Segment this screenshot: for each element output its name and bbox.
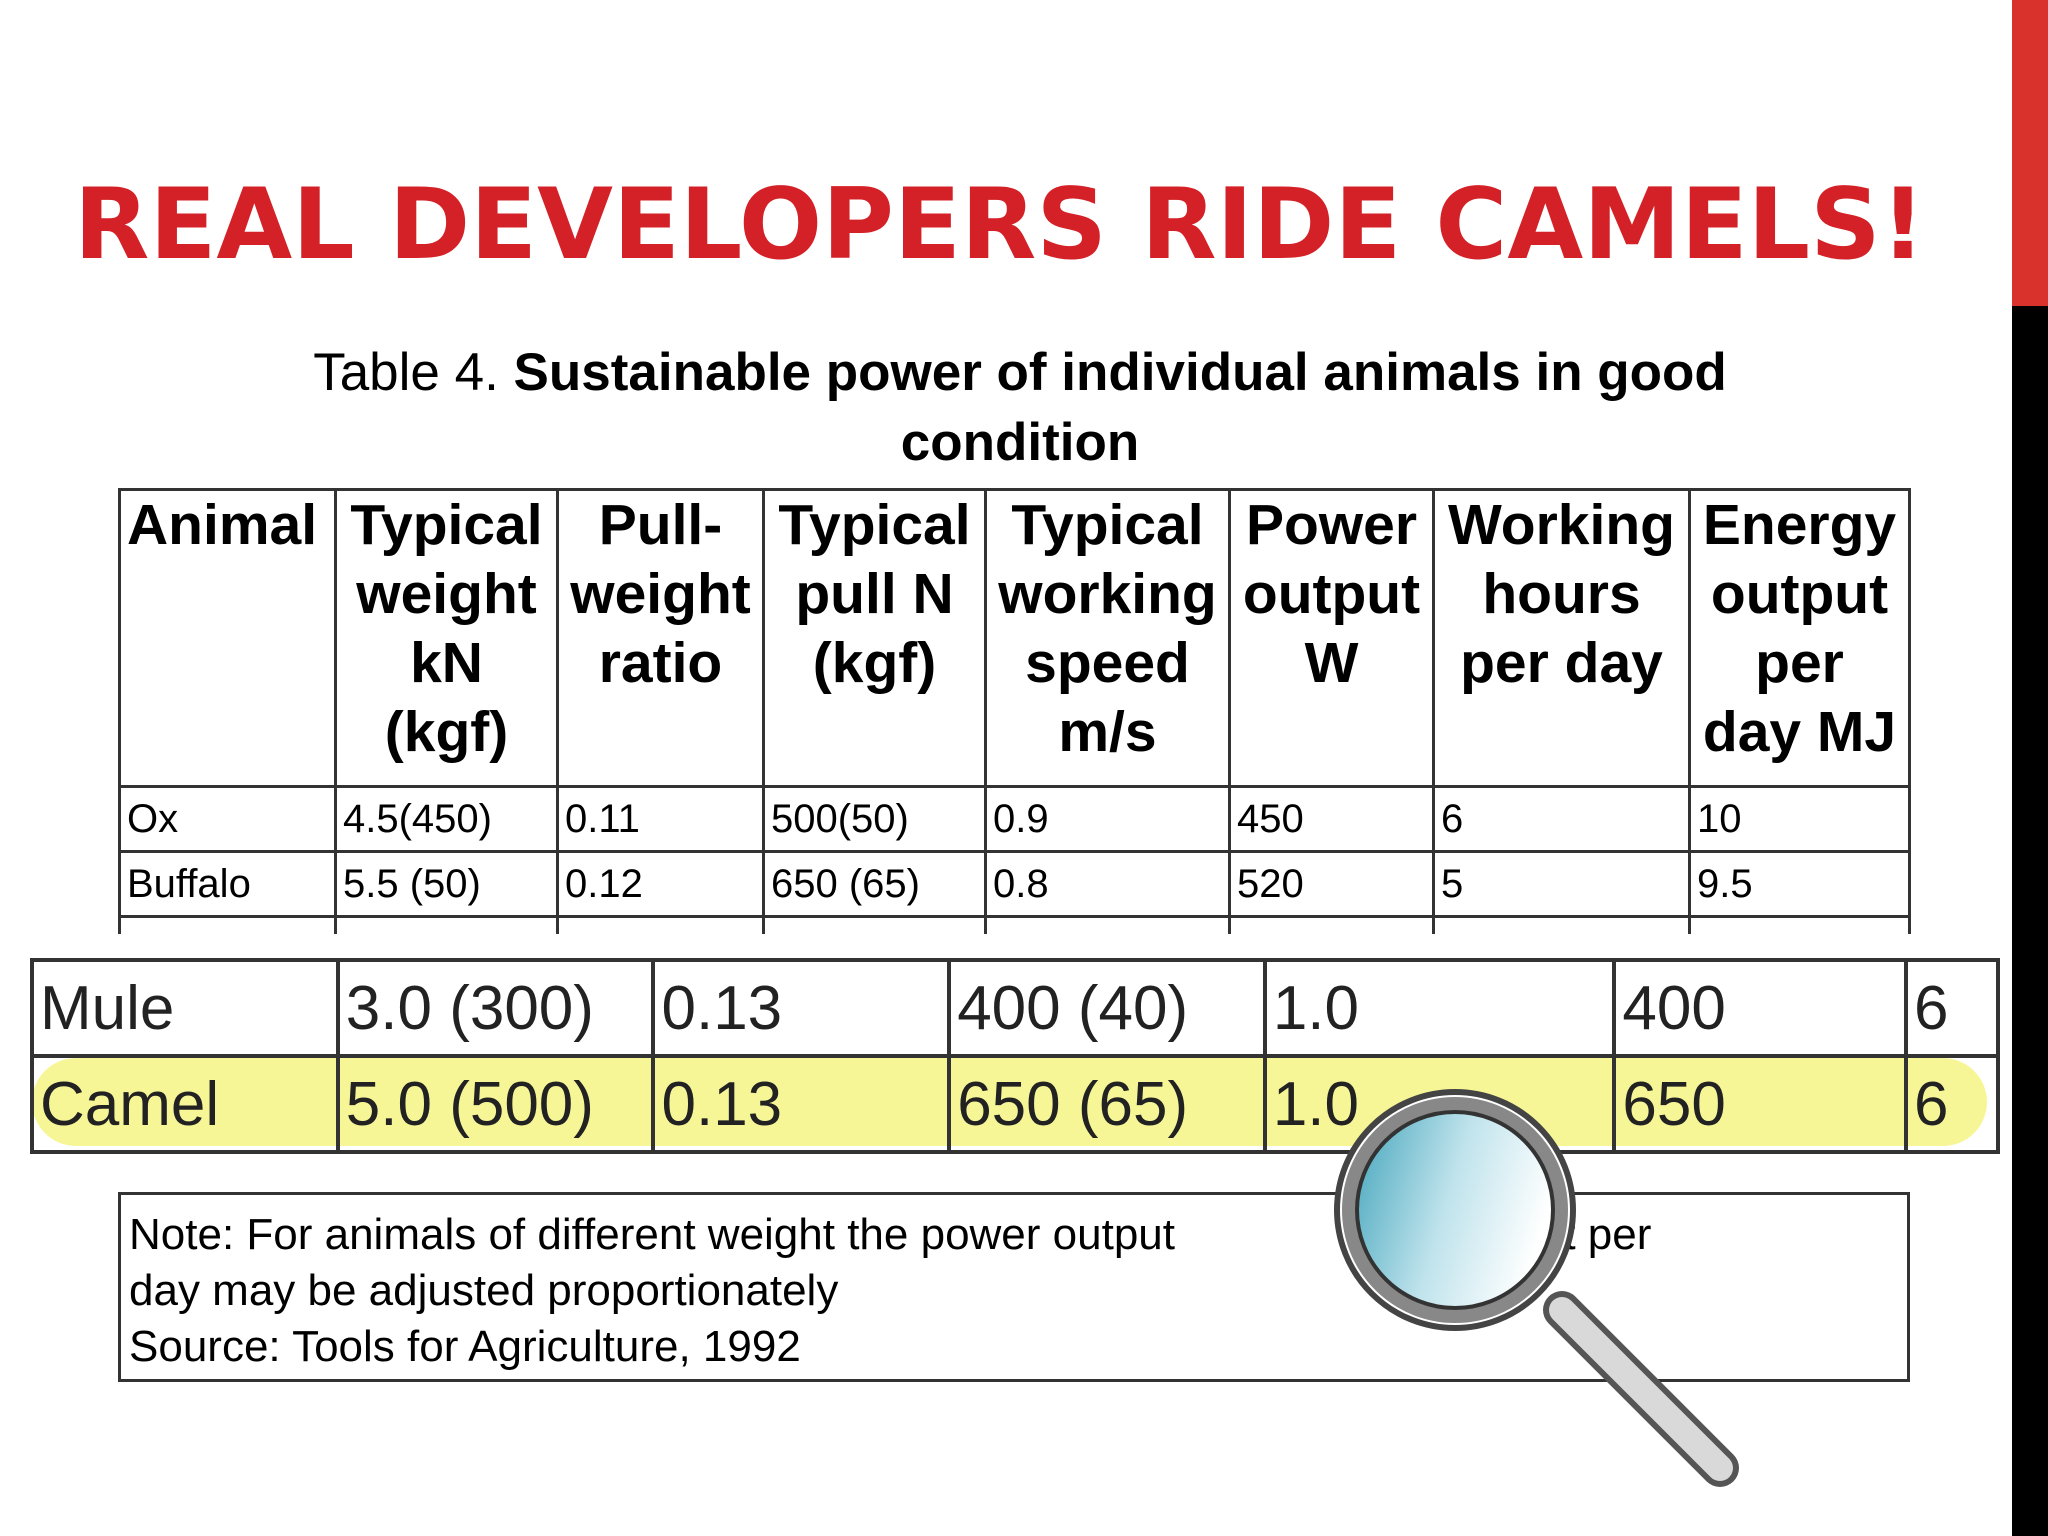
table-cell: 5.5 (50): [334, 850, 559, 918]
table-cell: 400: [1612, 958, 1909, 1058]
table-header-row: Animal Typical weight kN (kgf) Pull-weight r…: [118, 488, 1911, 788]
table-row-camel: Camel 5.0 (500) 0.13 650 (65) 1.0 650 6: [30, 1054, 2000, 1154]
table-cell: Mule: [30, 958, 340, 1058]
table-cell: 450: [1228, 785, 1435, 853]
side-bar-accent: [2012, 0, 2048, 306]
header-power-output: Power output W: [1228, 488, 1435, 788]
table-cell: 5: [1432, 850, 1691, 918]
table-cell: Camel: [30, 1054, 340, 1154]
header-animal: Animal: [118, 488, 337, 788]
table-cell: 400 (40): [947, 958, 1267, 1058]
note-source: Source: Tools for Agriculture, 1992: [129, 1322, 801, 1371]
table-row: Ox 4.5(450) 0.11 500(50) 0.9 450 6 10: [118, 785, 1911, 853]
table-cell: 6: [1904, 958, 2000, 1058]
header-working-speed: Typical working speed m/s: [984, 488, 1231, 788]
table-cell: 650 (65): [947, 1054, 1267, 1154]
zoomed-table: Mule 3.0 (300) 0.13 400 (40) 1.0 400 6 C…: [30, 958, 2000, 1154]
note-line-2: day may be adjusted proportionately: [129, 1266, 839, 1315]
table-note: Note: For animals of different weight th…: [118, 1192, 1910, 1382]
table-cell: 6: [1904, 1054, 2000, 1154]
table-cell: Ox: [118, 785, 337, 853]
power-table: Animal Typical weight kN (kgf) Pull-weight r…: [118, 488, 1911, 939]
header-energy-output: Energy output per day MJ: [1688, 488, 1911, 788]
caption-main-line1: Sustainable power of individual animals …: [513, 343, 1727, 402]
table-row: Buffalo 5.5 (50) 0.12 650 (65) 0.8 520 5…: [118, 850, 1911, 918]
table-cell: 6: [1432, 785, 1691, 853]
table-row: Mule 3.0 (300) 0.13 400 (40) 1.0 400 6: [30, 958, 2000, 1058]
table-cell: 520: [1228, 850, 1435, 918]
caption-prefix: Table 4.: [313, 343, 514, 402]
table-cell: 0.13: [651, 1054, 952, 1154]
caption-main-line2: condition: [900, 413, 1140, 472]
table-cell: 9.5: [1688, 850, 1911, 918]
table-cell: 500(50): [762, 785, 987, 853]
slide-title: REAL DEVELOPERS RIDE CAMELS!: [74, 168, 1926, 282]
table-cell: 0.12: [556, 850, 765, 918]
header-typical-pull: Typical pull N (kgf): [762, 488, 987, 788]
table-cell: 0.9: [984, 785, 1231, 853]
table-cell: 10: [1688, 785, 1911, 853]
table-cell: 1.0: [1262, 958, 1617, 1058]
table-cell: 650: [1612, 1054, 1909, 1154]
table-caption: Table 4. Sustainable power of individual…: [120, 338, 1920, 478]
table-cell: 650 (65): [762, 850, 987, 918]
table-cell: 0.11: [556, 785, 765, 853]
zoomed-table-strip: Mule 3.0 (300) 0.13 400 (40) 1.0 400 6 C…: [26, 934, 2000, 1194]
table-cell: 3.0 (300): [335, 958, 656, 1058]
header-pull-weight-ratio: Pull-weight ratio: [556, 488, 765, 788]
table-cell: 4.5(450): [334, 785, 559, 853]
magnifying-glass-icon: [1334, 1089, 1739, 1487]
header-typical-weight: Typical weight kN (kgf): [334, 488, 559, 788]
table-cell: 0.13: [651, 958, 952, 1058]
table-cell: 0.8: [984, 850, 1231, 918]
table-cell: Buffalo: [118, 850, 337, 918]
header-working-hours: Working hours per day: [1432, 488, 1691, 788]
table-cell: 5.0 (500): [335, 1054, 656, 1154]
